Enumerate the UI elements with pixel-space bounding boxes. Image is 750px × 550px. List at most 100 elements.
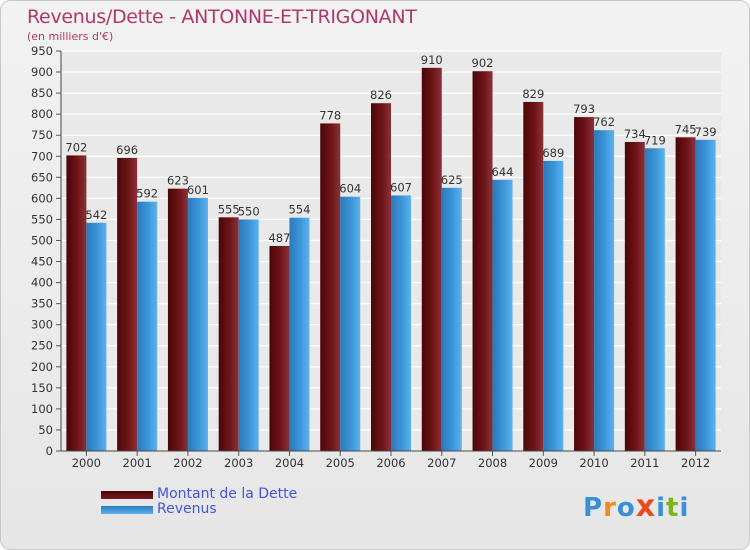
data-label: 542 xyxy=(85,208,107,222)
bar-revenus xyxy=(441,187,462,451)
data-label: 487 xyxy=(268,231,290,245)
data-label: 607 xyxy=(390,180,412,194)
legend-item-dette: Montant de la Dette xyxy=(101,487,361,502)
legend: Montant de la Dette Revenus xyxy=(101,487,361,517)
data-label: 644 xyxy=(492,165,514,179)
data-label: 739 xyxy=(695,125,717,139)
x-tick-label: 2012 xyxy=(681,456,710,470)
bar-dette xyxy=(574,117,595,452)
x-tick-label: 2008 xyxy=(478,456,507,470)
x-tick-label: 2010 xyxy=(579,456,608,470)
bar-dette xyxy=(371,103,391,452)
y-tick-label: 750 xyxy=(31,128,53,142)
y-tick-label: 850 xyxy=(31,86,53,100)
y-tick-label: 400 xyxy=(31,276,53,290)
logo-letter: i xyxy=(679,493,690,523)
bar-dette xyxy=(675,137,696,451)
data-label: 604 xyxy=(339,182,361,196)
bar-dette xyxy=(421,67,442,451)
y-tick-label: 50 xyxy=(38,423,53,437)
legend-swatch-dette xyxy=(101,491,153,499)
logo-letter: t xyxy=(666,493,680,523)
y-tick-label: 300 xyxy=(31,318,53,332)
logo-letter: i xyxy=(656,493,667,523)
legend-label-revenus: Revenus xyxy=(157,501,217,517)
x-tick-label: 2002 xyxy=(173,456,202,470)
data-label: 829 xyxy=(522,87,544,101)
data-label: 592 xyxy=(136,187,158,201)
bar-revenus xyxy=(594,130,615,451)
bar-revenus xyxy=(289,217,310,451)
logo-letter: o xyxy=(616,493,636,523)
y-tick-label: 500 xyxy=(31,233,53,247)
data-label: 719 xyxy=(644,133,666,147)
proxiti-logo: Proxiti xyxy=(583,489,689,524)
x-tick-label: 2003 xyxy=(224,456,253,470)
x-tick-label: 2000 xyxy=(72,456,101,470)
bar-revenus xyxy=(86,222,107,451)
logo-letter: x xyxy=(635,489,657,524)
bar-revenus xyxy=(340,196,361,451)
bar-revenus xyxy=(492,179,513,451)
y-tick-label: 700 xyxy=(31,149,53,163)
y-tick-label: 800 xyxy=(31,107,53,121)
y-tick-label: 900 xyxy=(31,65,53,79)
x-tick-label: 2004 xyxy=(275,456,304,470)
bar-revenus xyxy=(695,139,716,451)
data-label: 826 xyxy=(370,88,392,102)
bar-revenus xyxy=(137,201,158,451)
y-tick-label: 100 xyxy=(31,402,53,416)
y-tick-label: 350 xyxy=(31,297,53,311)
y-tick-label: 550 xyxy=(31,212,53,226)
chart-title: Revenus/Dette - ANTONNE-ET-TRIGONANT xyxy=(27,6,417,28)
legend-label-dette: Montant de la Dette xyxy=(157,486,298,502)
data-label: 550 xyxy=(238,204,260,218)
data-label: 555 xyxy=(218,202,240,216)
y-tick-label: 200 xyxy=(31,360,53,374)
data-label: 702 xyxy=(65,140,87,154)
data-label: 689 xyxy=(542,146,564,160)
y-tick-label: 650 xyxy=(31,170,53,184)
x-tick-label: 2006 xyxy=(376,456,405,470)
bar-dette xyxy=(320,123,341,451)
chart-subtitle: (en milliers d'€) xyxy=(27,30,114,43)
data-label: 696 xyxy=(116,143,138,157)
y-tick-label: 0 xyxy=(46,444,53,458)
logo-letter: P xyxy=(583,493,604,523)
bar-dette xyxy=(167,188,188,451)
data-label: 910 xyxy=(421,53,443,67)
bar-dette xyxy=(269,245,290,451)
x-tick-label: 2009 xyxy=(529,456,558,470)
bar-dette xyxy=(624,141,645,451)
x-tick-label: 2007 xyxy=(427,456,456,470)
y-tick-label: 150 xyxy=(31,381,53,395)
data-label: 902 xyxy=(472,56,494,70)
data-label: 554 xyxy=(288,203,310,217)
x-tick-label: 2005 xyxy=(326,456,355,470)
bar-revenus xyxy=(187,197,208,451)
y-tick-label: 450 xyxy=(31,255,53,269)
bar-revenus xyxy=(644,148,665,451)
y-tick-label: 950 xyxy=(31,44,53,58)
y-tick-label: 250 xyxy=(31,339,53,353)
data-label: 745 xyxy=(675,122,697,136)
data-label: 601 xyxy=(187,183,209,197)
x-tick-label: 2001 xyxy=(123,456,152,470)
data-label: 623 xyxy=(167,174,189,188)
data-label: 734 xyxy=(624,127,646,141)
legend-item-revenus: Revenus xyxy=(101,502,361,517)
bar-revenus xyxy=(543,160,564,452)
bar-dette xyxy=(472,71,493,452)
data-label: 762 xyxy=(593,115,615,129)
bar-dette xyxy=(218,217,239,451)
data-label: 778 xyxy=(319,108,341,122)
bar-revenus xyxy=(238,219,259,451)
logo-letter: r xyxy=(603,493,617,523)
legend-swatch-revenus xyxy=(101,506,153,514)
bar-dette xyxy=(523,101,544,452)
bar-dette xyxy=(117,157,138,451)
x-tick-label: 2011 xyxy=(630,456,659,470)
data-label: 793 xyxy=(573,102,595,116)
